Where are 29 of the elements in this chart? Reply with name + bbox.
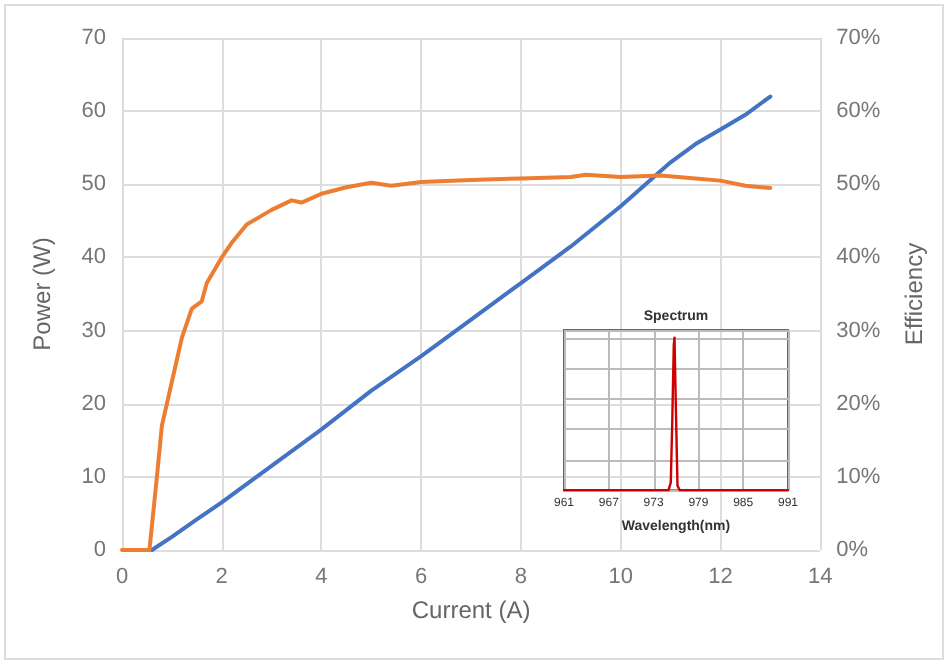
y-tick-label: 20 xyxy=(81,391,106,416)
y-tick-label: 70 xyxy=(81,26,106,50)
x-tick-label: 10 xyxy=(608,565,633,589)
y2-axis-title: Efficiency xyxy=(900,242,928,346)
y-tick-label: 40 xyxy=(81,245,106,270)
y2-tick-label: 30% xyxy=(836,318,881,343)
y2-tick-label: 40% xyxy=(836,245,881,270)
line-series xyxy=(149,94,773,552)
y2-tick-label: 10% xyxy=(836,464,881,489)
x-tick-label: 2 xyxy=(215,565,228,589)
x-tick-label: 6 xyxy=(415,565,428,589)
x-tick-label: 0 xyxy=(115,565,129,589)
y-tick-label: 30 xyxy=(81,318,106,343)
x-tick-label: 4 xyxy=(315,565,328,589)
y2-tick-label: 50% xyxy=(836,172,881,197)
x-tick-label: 12 xyxy=(708,565,733,589)
y2-tick-label: 60% xyxy=(836,99,881,124)
y-tick-label: 10 xyxy=(81,464,106,489)
x-tick-label: 8 xyxy=(514,565,528,589)
y2-tick-label: 0% xyxy=(836,538,869,562)
line-series xyxy=(120,172,773,552)
y-tick-label: 60 xyxy=(81,99,106,124)
y2-tick-label: 70% xyxy=(836,26,881,50)
y2-tick-label: 20% xyxy=(836,391,881,416)
y-axis-title: Power (W) xyxy=(28,237,56,351)
x-tick-label: 14 xyxy=(807,565,833,589)
y-tick-label: 0 xyxy=(93,538,106,562)
x-axis-title: Current (A) xyxy=(411,596,531,624)
y-tick-label: 50 xyxy=(81,172,106,197)
